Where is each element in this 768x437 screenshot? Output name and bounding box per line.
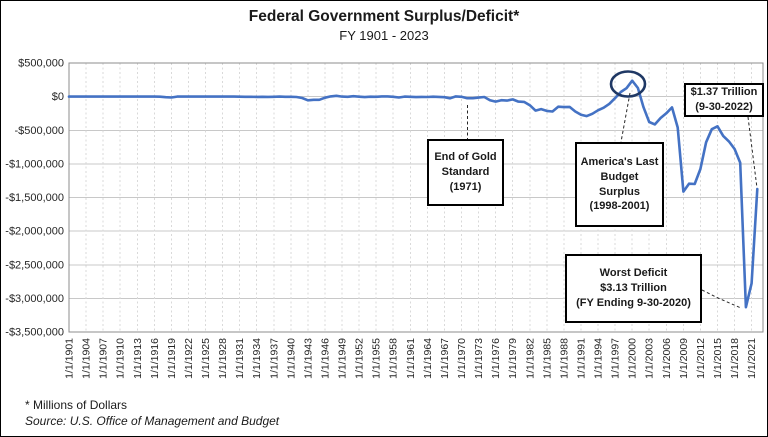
annotation-line: $1.37 Trillion — [690, 86, 758, 99]
x-tick-label: 1/1/1976 — [490, 338, 502, 379]
annotation-line: Worst Deficit — [599, 267, 668, 280]
x-tick-label: 1/1/1916 — [149, 338, 161, 379]
footnote-source: Source: U.S. Office of Management and Bu… — [25, 414, 280, 428]
x-tick-label: 1/1/1964 — [422, 338, 434, 379]
data-line — [67, 79, 759, 309]
plot-border — [68, 62, 764, 333]
x-tick-label: 1/1/1958 — [388, 338, 400, 379]
x-tick-label: 1/1/1904 — [81, 338, 93, 379]
x-tick-label: 1/1/1937 — [268, 338, 280, 379]
annotation-line: Budget — [600, 170, 639, 183]
x-tick-label: 1/1/1994 — [593, 338, 605, 379]
x-tick-label: 1/1/1991 — [575, 338, 587, 379]
annotation-line: (9-30-2022) — [695, 101, 753, 113]
x-tick-label: 1/1/1982 — [524, 338, 536, 379]
annotation-box-end-of-gold-standard: End of Gold Standard (1971) — [427, 139, 504, 206]
x-tick-label: 1/1/1973 — [473, 338, 485, 379]
x-tick-label: 1/1/1925 — [200, 338, 212, 379]
x-tick-label: 1/1/2021 — [746, 338, 758, 379]
x-tick-label: 1/1/1970 — [456, 338, 468, 379]
x-tick-label: 1/1/2003 — [644, 338, 656, 379]
y-tick-label: $0 — [52, 91, 64, 103]
x-tick-label: 1/1/1952 — [354, 338, 366, 379]
annotation-line: (1998-2001) — [589, 200, 650, 213]
x-tick-label: 1/1/1949 — [337, 338, 349, 379]
x-tick-label: 1/1/1946 — [319, 338, 331, 379]
x-tick-label: 1/1/1967 — [439, 338, 451, 379]
y-tick-label: -$1,000,000 — [5, 158, 64, 170]
annotation-line: America's Last — [580, 155, 659, 168]
x-tick-label: 1/1/1922 — [183, 338, 195, 379]
chart-title: Federal Government Surplus/Deficit* — [248, 8, 520, 25]
leader-line-worst-deficit-2020 — [701, 289, 742, 309]
y-tick-label: -$500,000 — [14, 125, 64, 137]
annotation-box-trillion-2022: $1.37 Trillion (9-30-2022) — [684, 83, 764, 117]
x-tick-label: 1/1/2012 — [695, 338, 707, 379]
annotation-line: End of Gold — [434, 151, 497, 164]
surplus-highlight-ellipse — [609, 70, 647, 98]
x-tick-label: 1/1/2009 — [678, 338, 690, 379]
x-tick-label: 1/1/2015 — [712, 338, 724, 379]
x-tick-label: 1/1/1943 — [302, 338, 314, 379]
x-tick-label: 1/1/1979 — [507, 338, 519, 379]
x-tick-label: 1/1/2018 — [729, 338, 741, 379]
x-tick-label: 1/1/1934 — [251, 338, 263, 379]
y-tick-label: -$3,500,000 — [5, 327, 64, 339]
annotation-line: (FY Ending 9-30-2020) — [576, 296, 691, 309]
leader-line-trillion-2022 — [747, 116, 758, 189]
y-tick-label: -$1,500,000 — [5, 192, 64, 204]
x-tick-label: 1/1/2000 — [627, 338, 639, 379]
x-tick-label: 1/1/1931 — [234, 338, 246, 379]
x-tick-label: 1/1/1913 — [132, 338, 144, 379]
chart-subtitle: FY 1901 - 2023 — [339, 28, 429, 43]
annotation-line: $3.13 Trillion — [600, 282, 667, 295]
x-tick-label: 1/1/1961 — [405, 338, 417, 379]
x-tick-label: 1/1/1910 — [115, 338, 127, 379]
x-tick-label: 1/1/1919 — [166, 338, 178, 379]
y-tick-label: $500,000 — [18, 58, 64, 70]
x-tick-label: 1/1/1928 — [217, 338, 229, 379]
footnote-units: * Millions of Dollars — [25, 398, 128, 412]
x-tick-label: 1/1/1955 — [371, 338, 383, 379]
leader-line-americas-last-budget-surplus — [620, 92, 631, 143]
y-tick-label: -$3,000,000 — [5, 293, 64, 305]
annotation-line: Surplus — [599, 185, 640, 198]
annotation-line: Standard — [441, 166, 490, 179]
y-tick-label: -$2,000,000 — [5, 226, 64, 238]
annotation-line: (1971) — [449, 180, 482, 193]
x-tick-label: 1/1/1997 — [610, 338, 622, 379]
x-tick-label: 1/1/1940 — [285, 338, 297, 379]
x-tick-label: 1/1/1907 — [98, 338, 110, 379]
x-tick-label: 1/1/1901 — [64, 338, 76, 379]
x-tick-label: 1/1/1985 — [541, 338, 553, 379]
annotation-box-worst-deficit-2020: Worst Deficit $3.13 Trillion (FY Ending 9-… — [565, 254, 702, 323]
y-tick-label: -$2,500,000 — [5, 259, 64, 271]
x-tick-label: 1/1/1988 — [558, 338, 570, 379]
x-tick-label: 1/1/2006 — [661, 338, 673, 379]
annotation-box-americas-last-budget-surplus: America's Last Budget Surplus (1998-2001) — [575, 142, 664, 227]
